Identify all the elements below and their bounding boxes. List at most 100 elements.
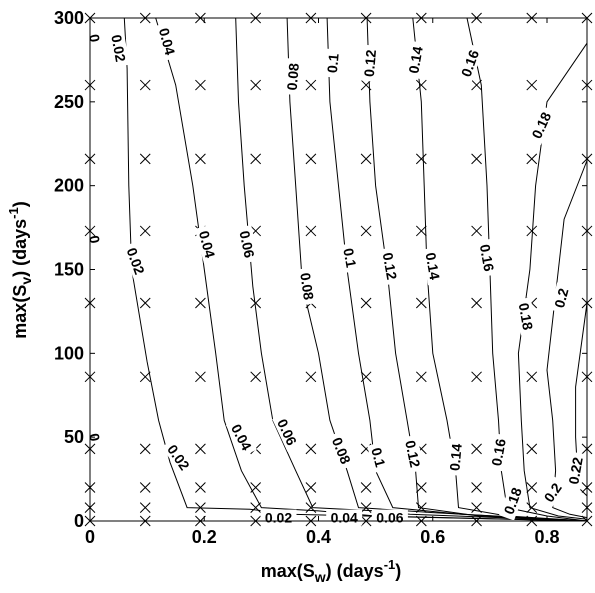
contour-line-5 — [366, 17, 588, 522]
sample-marker — [526, 225, 538, 237]
contour-label: 0.14 — [421, 246, 444, 286]
x-tick-label: 0.8 — [534, 527, 559, 547]
contour-label: 0.02 — [161, 437, 196, 477]
y-axis-label: max(Sv) (days-1) — [6, 201, 34, 338]
y-tick-label: 100 — [54, 343, 84, 363]
contour-label: 0.06 — [235, 225, 259, 264]
contour-label-bg — [283, 58, 303, 96]
sample-marker — [139, 482, 151, 493]
x-axis-label: max(Sw) (days-1) — [261, 557, 402, 585]
sample-marker — [195, 79, 206, 91]
sample-marker — [360, 371, 372, 383]
sample-marker — [139, 297, 151, 309]
contour-label: 0.1 — [339, 242, 361, 273]
contour-label-bg — [487, 433, 510, 472]
contour-label-bg — [421, 246, 444, 286]
sample-marker — [139, 225, 151, 237]
contour-label: 0.1 — [367, 441, 390, 473]
sample-marker — [415, 225, 427, 237]
sample-marker — [195, 482, 206, 493]
contour-label-bg — [225, 417, 257, 457]
contour-label-text: 0.04 — [196, 229, 219, 260]
sample-marker — [305, 502, 317, 513]
contour-label-bg — [367, 441, 390, 473]
sample-marker — [471, 443, 482, 455]
contour-label: 0.04 — [225, 417, 257, 457]
contour-label-text: 0.1 — [368, 446, 389, 469]
contour-label-bg — [323, 48, 342, 78]
sample-marker — [139, 79, 151, 91]
contour-label: 0.08 — [283, 58, 303, 96]
sample-marker — [195, 153, 206, 165]
contour-label-bg — [401, 434, 425, 474]
sample-marker — [415, 502, 427, 513]
contour-label-fragment: 0 — [86, 33, 103, 44]
contour-label-text: 0.14 — [446, 443, 464, 472]
sample-marker — [195, 297, 206, 309]
y-tick-label: 300 — [54, 8, 84, 28]
contour-label: 0.02 — [260, 509, 297, 526]
contour-line-10 — [575, 302, 588, 497]
sample-marker — [250, 79, 262, 91]
y-axis: 0 50 100 150 200 250 300 — [54, 8, 587, 531]
contour-label: 0.18 — [499, 481, 527, 521]
y-tick-label: 250 — [54, 92, 84, 112]
sample-marker — [471, 371, 482, 383]
contour-label-bg — [154, 22, 180, 61]
contour-label: 0.22 — [564, 451, 587, 490]
contour-label: 0.14 — [404, 40, 427, 80]
contour-label: 0.12 — [401, 434, 425, 474]
contour-label: 0.02 — [107, 29, 130, 68]
contour-label-text: 0.16 — [488, 437, 509, 467]
contour-label-text: 0.04 — [331, 510, 358, 526]
contour-label-bg — [371, 509, 408, 526]
contour-label-bg — [526, 105, 557, 145]
contour-label-bg — [446, 438, 466, 476]
contour-label: 0.06 — [371, 509, 408, 526]
x-tick-label: 0 — [85, 527, 95, 547]
sample-marker — [305, 79, 317, 91]
contour-label: 0.04 — [194, 224, 220, 264]
contour-label: 0.18 — [526, 105, 557, 145]
x-tick-label: 0.6 — [420, 527, 445, 547]
contour-label-text: 0.08 — [297, 272, 317, 301]
contour-line-6 — [412, 17, 588, 522]
contour-label-bg — [161, 437, 196, 477]
sample-marker — [471, 482, 482, 493]
sample-marker — [526, 443, 538, 455]
sample-marker — [195, 443, 206, 455]
contour-label-bg — [549, 282, 573, 314]
sample-marker — [195, 371, 206, 383]
sample-marker — [526, 371, 538, 383]
sample-marker — [360, 153, 372, 165]
sample-marker — [360, 482, 372, 493]
contour-label: 0.08 — [327, 430, 356, 471]
sample-marker — [415, 153, 427, 165]
sample-marker — [305, 153, 317, 165]
sample-marker — [360, 297, 372, 309]
sample-marker — [471, 153, 482, 165]
sample-marker — [471, 502, 482, 513]
contour-label: 0.04 — [154, 22, 180, 61]
contour-label-text: 0.06 — [376, 510, 403, 526]
contour-label: 0.04 — [326, 509, 363, 526]
sample-marker — [250, 297, 262, 309]
contour-lines — [123, 17, 588, 522]
sample-marker — [471, 79, 482, 91]
sample-marker — [250, 482, 262, 493]
contour-line-4 — [326, 17, 588, 522]
sample-marker — [360, 502, 372, 513]
contour-label-text: 0.08 — [329, 435, 354, 466]
sample-marker — [415, 79, 427, 91]
contour-line-9 — [546, 160, 588, 519]
contour-label-text: 0.12 — [380, 251, 401, 281]
sample-marker — [195, 502, 206, 513]
contour-label-text: 0.22 — [565, 456, 586, 486]
sample-marker — [139, 443, 151, 455]
contour-label-bg — [404, 40, 427, 80]
sample-marker — [415, 297, 427, 309]
contour-label-text: 0.16 — [477, 243, 498, 273]
contour-label: 0.12 — [378, 246, 401, 286]
sample-marker — [526, 153, 538, 165]
